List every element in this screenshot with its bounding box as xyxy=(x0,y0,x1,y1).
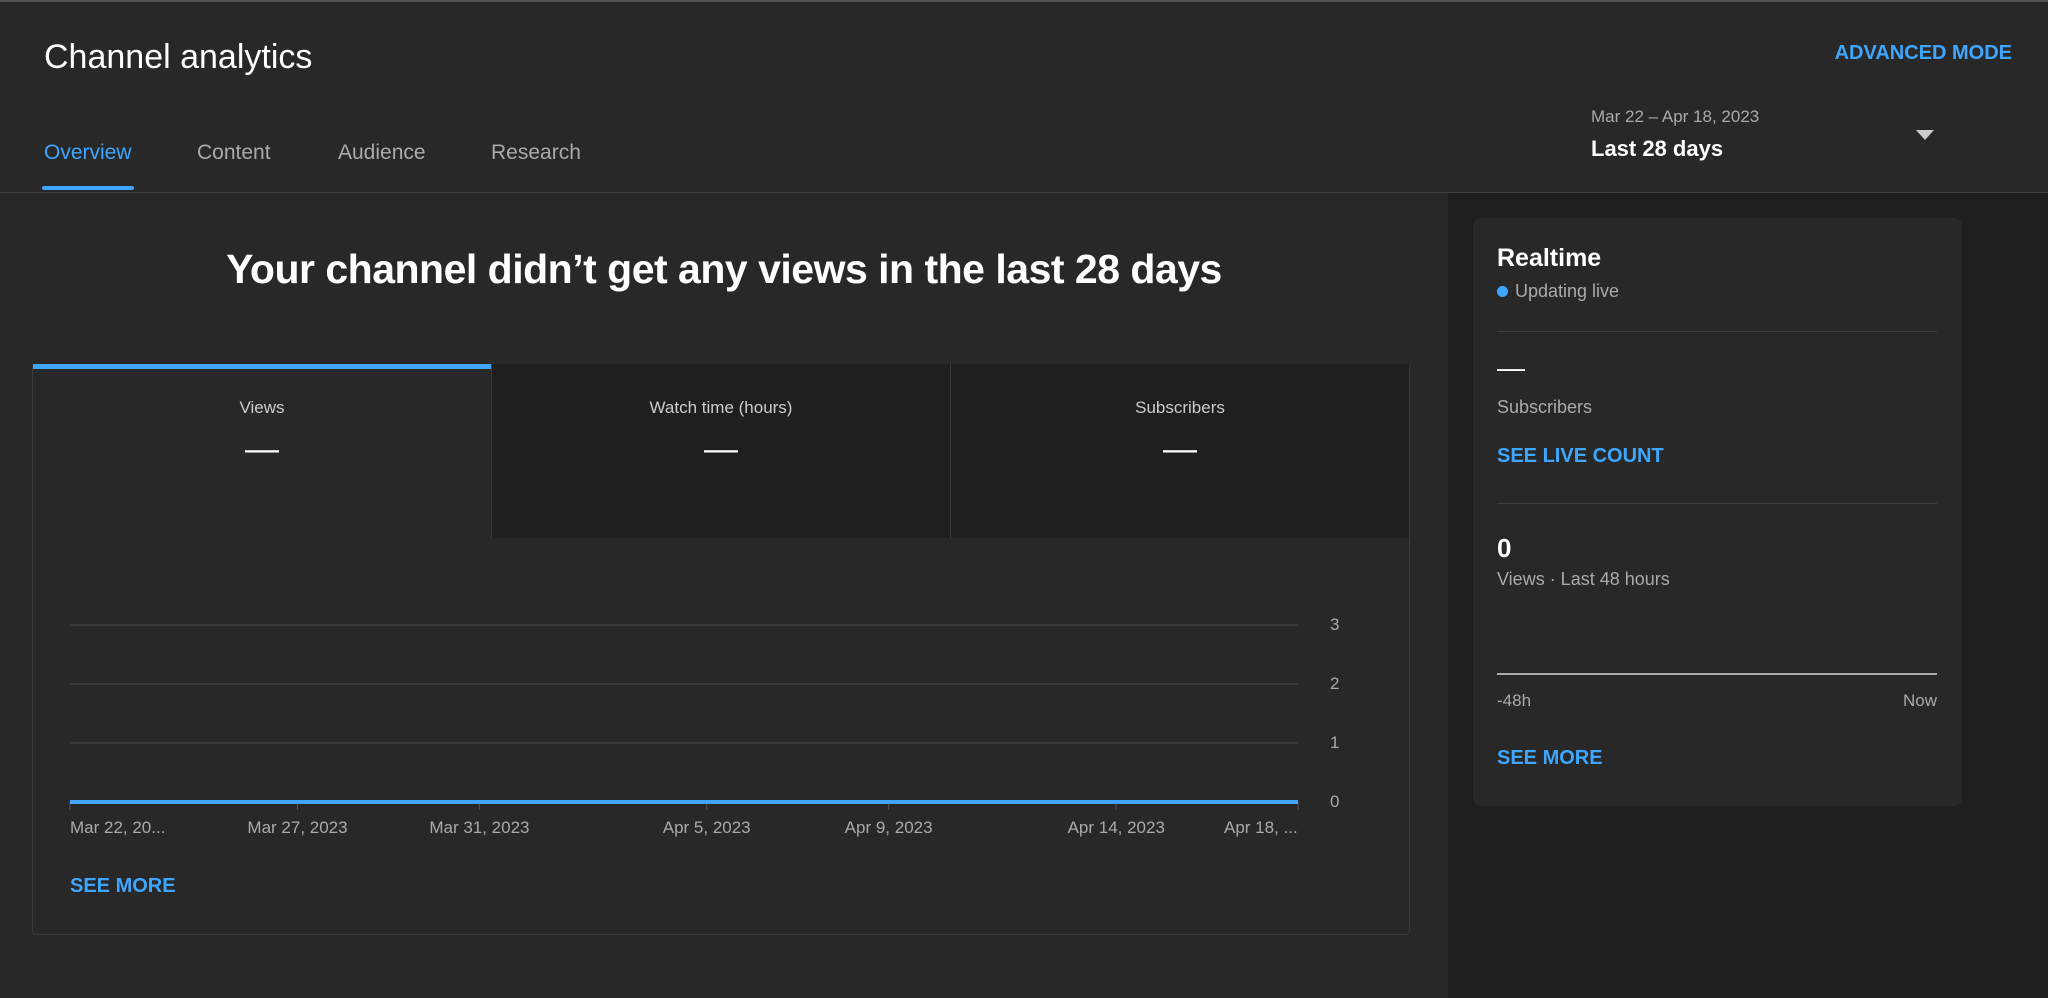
x-tick-label: Mar 27, 2023 xyxy=(247,818,348,837)
dropdown-arrow-icon[interactable] xyxy=(1916,130,1934,140)
realtime-see-more-button[interactable]: SEE MORE xyxy=(1497,747,1603,769)
tab-research[interactable]: Research xyxy=(491,141,581,164)
metric-value: — xyxy=(245,430,279,468)
live-status: Updating live xyxy=(1515,281,1620,301)
date-range-text[interactable]: Mar 22 – Apr 18, 2023 xyxy=(1591,107,1760,126)
y-tick-label: 3 xyxy=(1330,615,1340,634)
y-tick-label: 1 xyxy=(1330,733,1340,752)
divider xyxy=(1497,503,1937,504)
realtime-title: Realtime xyxy=(1497,244,1602,272)
date-period-selector[interactable]: Last 28 days xyxy=(1591,136,1724,161)
x-tick-label: Mar 22, 20... xyxy=(70,818,166,837)
divider xyxy=(1497,331,1937,332)
tab-content[interactable]: Content xyxy=(197,141,271,164)
metric-label: Watch time (hours) xyxy=(649,398,793,417)
tab-overview[interactable]: Overview xyxy=(44,141,132,164)
advanced-mode-button[interactable]: ADVANCED MODE xyxy=(1834,42,2012,64)
see-more-button[interactable]: SEE MORE xyxy=(70,875,176,897)
x-tick-label: Apr 9, 2023 xyxy=(844,818,933,837)
x-tick-label: Apr 18, ... xyxy=(1224,818,1298,837)
axis-end-label: Now xyxy=(1902,691,1937,710)
metric-label: Views xyxy=(239,398,285,417)
y-tick-label: 2 xyxy=(1330,674,1340,693)
metric-tab-views[interactable]: Views — xyxy=(33,364,491,538)
tab-audience[interactable]: Audience xyxy=(338,141,426,164)
metric-tab-watch-time[interactable]: Watch time (hours) — xyxy=(491,364,950,538)
metric-value: — xyxy=(704,430,738,468)
live-dot-icon xyxy=(1497,286,1508,297)
page-title: Channel analytics xyxy=(44,38,313,76)
realtime-sparkline xyxy=(1497,673,1937,675)
axis-start-label: -48h xyxy=(1497,691,1532,710)
metric-label: Subscribers xyxy=(1135,398,1225,417)
realtime-subscribers-value: — xyxy=(1497,352,1525,383)
y-tick-label: 0 xyxy=(1330,792,1340,811)
x-tick-label: Apr 14, 2023 xyxy=(1067,818,1165,837)
window-top-border xyxy=(0,0,2048,2)
x-tick-label: Apr 5, 2023 xyxy=(662,818,751,837)
metric-tab-subscribers[interactable]: Subscribers — xyxy=(950,364,1409,538)
views-line-chart xyxy=(69,624,1299,810)
no-views-headline: Your channel didn’t get any views in the… xyxy=(226,246,1222,292)
x-tick-label: Mar 31, 2023 xyxy=(429,818,530,837)
realtime-subscribers-label: Subscribers xyxy=(1497,397,1593,417)
realtime-views-value: 0 xyxy=(1497,533,1512,563)
active-tab-indicator xyxy=(42,186,134,190)
realtime-card xyxy=(1473,218,1962,806)
header-divider xyxy=(0,192,2048,193)
metric-value: — xyxy=(1163,430,1197,468)
realtime-views-label: Views · Last 48 hours xyxy=(1497,569,1670,589)
see-live-count-button[interactable]: SEE LIVE COUNT xyxy=(1497,445,1664,467)
